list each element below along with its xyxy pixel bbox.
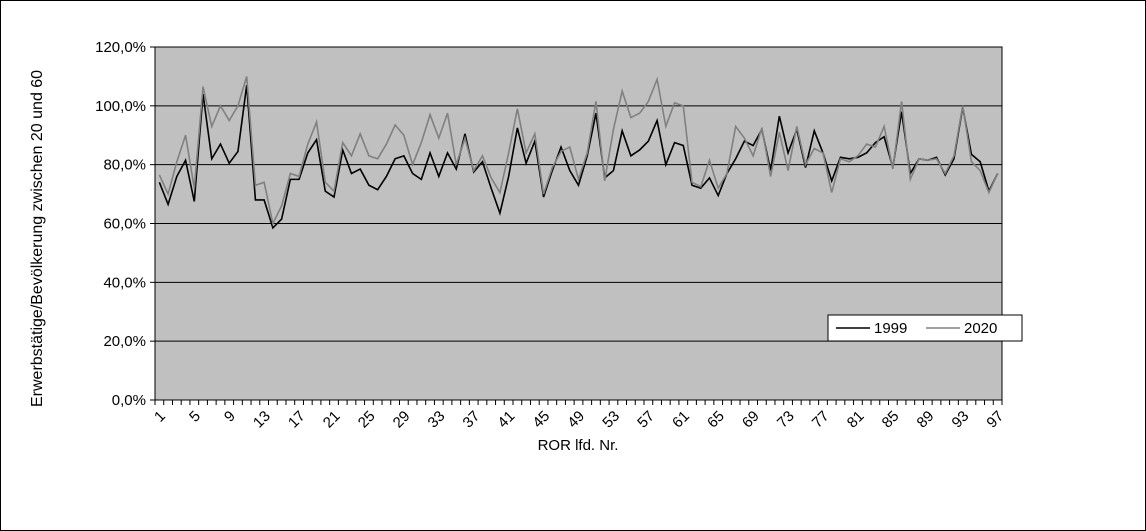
y-tick-label: 80,0% [103,157,146,174]
y-tick-label: 0,0% [112,392,146,409]
x-axis-title: ROR lfd. Nr. [538,437,619,454]
y-axis-title: Erwerbstätige/Bevölkerung zwischen 20 un… [29,69,46,407]
y-tick-label: 60,0% [103,216,146,233]
y-tick-label: 40,0% [103,274,146,291]
data-line [158,85,999,230]
legend-label: 2020 [964,320,997,337]
y-tick-label: 20,0% [103,333,146,350]
y-tick-label: 100,0% [95,98,146,115]
y-tick-label: 120,0% [95,39,146,56]
data-line [158,76,999,226]
legend-label: 1999 [874,320,907,337]
plot-border [154,46,1003,401]
